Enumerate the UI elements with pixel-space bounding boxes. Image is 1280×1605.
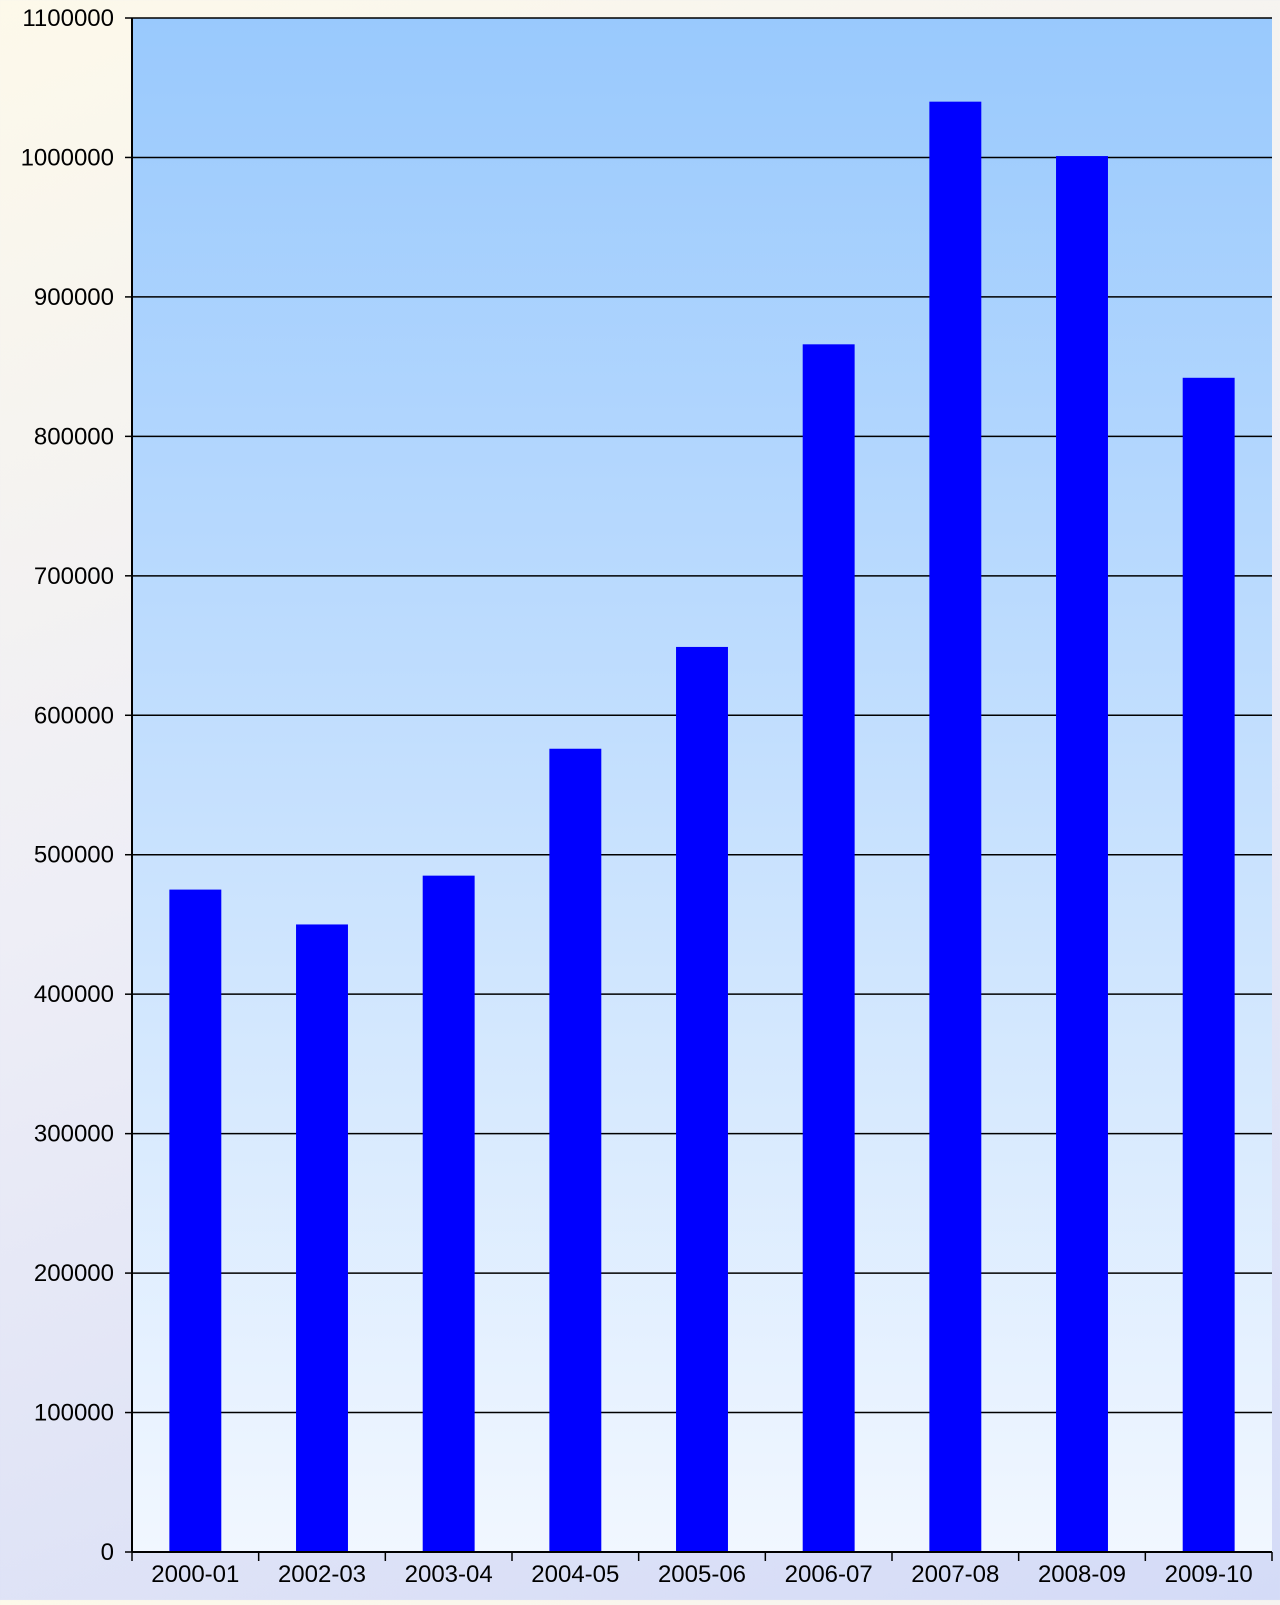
y-tick-label: 700000 bbox=[34, 563, 114, 590]
bar-2000-01 bbox=[169, 889, 222, 1552]
bar-2009-10 bbox=[1182, 377, 1235, 1552]
bar-2005-06 bbox=[676, 646, 728, 1552]
y-tick-label: 0 bbox=[101, 1539, 114, 1566]
x-tick-label: 2003-04 bbox=[405, 1561, 493, 1588]
y-tick-label: 200000 bbox=[34, 1260, 114, 1287]
x-tick-label: 2002-03 bbox=[278, 1561, 366, 1588]
x-tick-label: 2007-08 bbox=[911, 1561, 999, 1588]
y-tick-label: 500000 bbox=[34, 842, 114, 869]
bar-2008-09 bbox=[1056, 156, 1108, 1552]
y-tick-label: 900000 bbox=[34, 284, 114, 311]
bar-2002-03 bbox=[296, 924, 348, 1552]
bars bbox=[169, 101, 1235, 1553]
bar-2004-05 bbox=[549, 748, 602, 1552]
y-tick-label: 400000 bbox=[34, 981, 114, 1008]
bar-2006-07 bbox=[802, 344, 855, 1553]
bar-2007-08 bbox=[929, 101, 982, 1552]
y-tick-label: 100000 bbox=[34, 1400, 114, 1427]
x-tick-label: 2004-05 bbox=[531, 1561, 619, 1588]
axes bbox=[125, 17, 1273, 1561]
x-tick-label: 2009-10 bbox=[1165, 1561, 1253, 1588]
bar-2003-04 bbox=[422, 875, 475, 1552]
x-tick-label: 2008-09 bbox=[1038, 1561, 1126, 1588]
x-tick-label: 2006-07 bbox=[785, 1561, 873, 1588]
y-tick-label: 600000 bbox=[34, 702, 114, 729]
x-tick-label: 2000-01 bbox=[151, 1561, 239, 1588]
y-tick-labels: 0 100000 200000 300000 400000 500000 600000 700… bbox=[21, 5, 114, 1566]
x-tick-labels: 2000-01 2002-03 2003-04 2004-05 2005-06 2006-… bbox=[151, 1561, 1252, 1588]
y-tick-label: 1100000 bbox=[22, 5, 114, 32]
y-tick-label: 800000 bbox=[34, 423, 114, 450]
x-tick-label: 2005-06 bbox=[658, 1561, 746, 1588]
y-tick-label: 1000000 bbox=[21, 144, 114, 171]
y-tick-label: 300000 bbox=[34, 1121, 114, 1148]
